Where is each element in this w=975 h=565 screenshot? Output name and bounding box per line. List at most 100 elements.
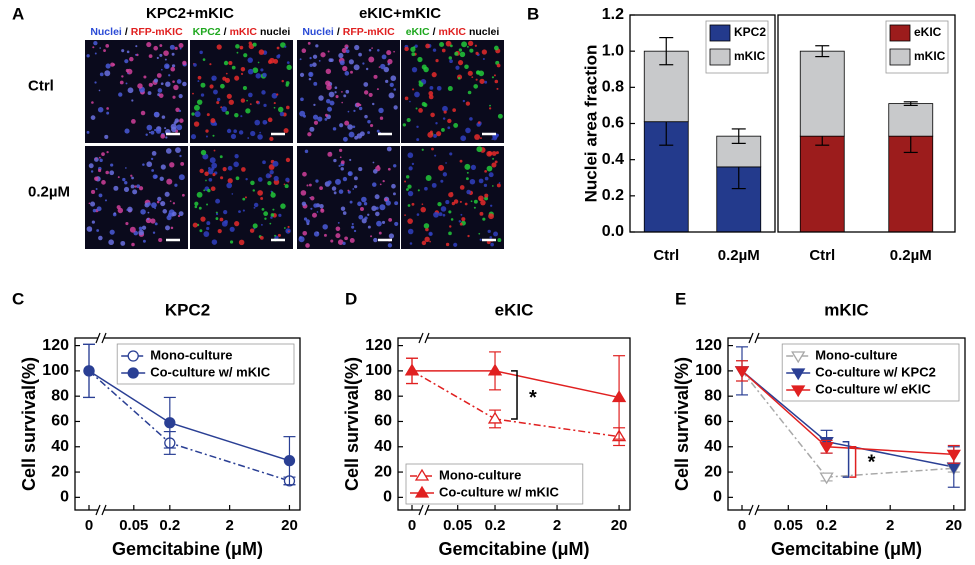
cell: [305, 243, 310, 248]
cell: [200, 216, 206, 222]
cell: [125, 167, 127, 169]
cell: [363, 82, 369, 87]
x-tick-label: Ctrl: [653, 247, 679, 264]
cell: [203, 189, 206, 192]
cell: [288, 230, 290, 233]
cell: [307, 41, 311, 45]
cell: [340, 160, 345, 165]
cell: [258, 49, 265, 55]
x-axis-label: Gemcitabine (μM): [438, 539, 589, 559]
cell: [470, 200, 473, 203]
y-tick-label: 120: [365, 337, 392, 354]
legend-marker: [791, 368, 806, 381]
cell: [98, 89, 101, 92]
x-tick-label: 0: [738, 517, 746, 534]
cell: [148, 82, 153, 87]
cell: [441, 48, 446, 53]
cell: [135, 45, 138, 48]
legend-label: Co-culture w/ mKIC: [439, 484, 560, 499]
cell: [466, 45, 469, 48]
marker: [404, 363, 420, 376]
cell: [253, 202, 259, 208]
legend-label: mKIC: [914, 49, 946, 63]
cell: [371, 205, 377, 212]
y-tick-label: 20: [374, 463, 392, 480]
cell: [404, 96, 409, 101]
cell: [91, 189, 96, 195]
cell: [473, 199, 478, 204]
cell: [465, 101, 471, 106]
cell: [135, 53, 137, 56]
cell: [496, 87, 499, 90]
cell: [493, 231, 499, 237]
series-line: [411, 370, 620, 438]
cell: [220, 106, 223, 109]
cell: [372, 182, 377, 187]
x-axis-label: Gemcitabine (μM): [112, 539, 263, 559]
cell: [342, 65, 348, 72]
cell: [151, 151, 157, 156]
cell: [95, 187, 98, 190]
cell: [190, 134, 197, 140]
cell: [273, 106, 276, 109]
cell: [411, 162, 415, 166]
cell: [392, 192, 396, 196]
y-tick-label: 60: [704, 413, 722, 430]
cell: [387, 58, 393, 65]
cell: [349, 200, 353, 204]
cell: [240, 47, 242, 50]
cell: [203, 231, 210, 237]
legend-swatch: [709, 24, 731, 42]
cell: [250, 180, 255, 186]
x-tick-label: 20: [281, 517, 298, 534]
cell: [474, 44, 477, 47]
cell: [235, 44, 240, 49]
cell: [172, 95, 176, 99]
cell: [406, 118, 411, 123]
cell: [215, 217, 219, 220]
axis-break-gap: [98, 507, 104, 513]
cell: [344, 120, 350, 126]
cell: [353, 229, 357, 233]
cell: [319, 186, 323, 190]
x-tick-label: 0: [85, 517, 93, 534]
cell: [423, 66, 429, 73]
cell: [495, 151, 499, 155]
cell: [247, 137, 250, 139]
cell: [109, 229, 115, 235]
cell: [287, 225, 290, 229]
cell: [457, 76, 461, 80]
cell: [486, 165, 493, 172]
cell: [320, 52, 326, 58]
x-tick-label: 0.05: [774, 517, 803, 534]
cell: [199, 168, 204, 174]
cell: [352, 188, 355, 190]
cell: [260, 197, 264, 200]
cell: [436, 85, 442, 91]
cell: [327, 180, 332, 185]
marker: [283, 455, 296, 467]
cell: [222, 76, 227, 81]
legend-swatch: [709, 48, 731, 66]
cell: [435, 122, 438, 125]
legend-swatch: [889, 48, 911, 66]
cell: [344, 236, 348, 241]
cell: [272, 208, 275, 211]
cell: [127, 87, 134, 94]
cell: [140, 209, 146, 215]
cell: [209, 84, 214, 89]
cell: [156, 73, 162, 78]
cell: [234, 75, 240, 81]
cell: [113, 185, 119, 191]
cell: [151, 169, 155, 172]
cell: [173, 121, 177, 125]
cell: [429, 130, 433, 134]
cell: [157, 196, 162, 202]
cell: [98, 193, 103, 198]
micrograph: [401, 146, 504, 249]
cell: [170, 66, 176, 72]
cell: [381, 220, 386, 224]
cell: [170, 226, 174, 230]
cell: [272, 160, 279, 167]
cell: [358, 214, 364, 220]
